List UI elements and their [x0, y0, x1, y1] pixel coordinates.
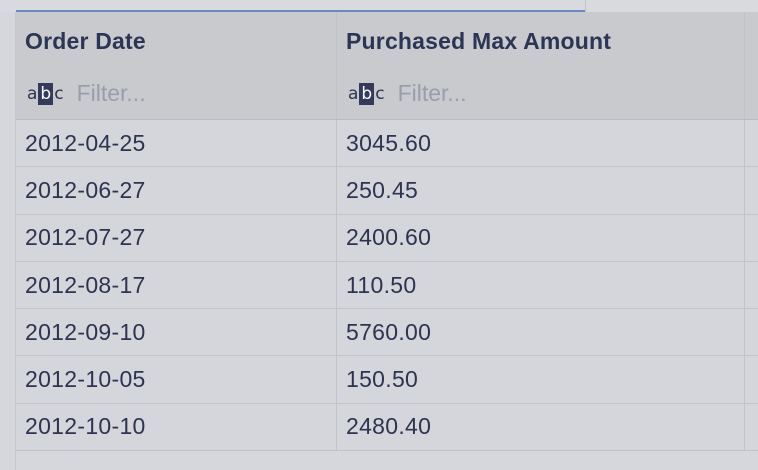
cell-amount[interactable]: 5760.00 — [337, 309, 745, 356]
cell-amount[interactable]: 150.50 — [337, 356, 745, 403]
table-row[interactable]: 2012-07-27 2400.60 — [16, 214, 758, 262]
cell-amount[interactable]: 2400.60 — [337, 214, 745, 261]
cell-amount[interactable]: 250.45 — [337, 167, 745, 214]
tab-divider — [585, 0, 586, 12]
column-header-spacer — [745, 12, 758, 68]
table-row[interactable]: 2012-09-10 5760.00 — [16, 309, 758, 357]
cell-spacer — [745, 120, 758, 166]
active-tab-indicator — [16, 10, 586, 12]
filter-input-purchased-max-amount[interactable] — [397, 77, 638, 110]
cell-order-date[interactable]: 2012-04-25 — [16, 120, 337, 167]
table-row[interactable]: 2012-10-05 150.50 — [16, 356, 758, 404]
cell-spacer — [745, 356, 758, 402]
row-gutter — [0, 12, 16, 470]
filter-row: abc abc — [16, 68, 758, 120]
cell-spacer — [745, 309, 758, 355]
column-header-purchased-max-amount[interactable]: Purchased Max Amount — [337, 12, 745, 68]
cell-spacer — [745, 215, 758, 261]
table-body: 2012-04-25 3045.60 2012-06-27 250.45 201… — [16, 120, 758, 452]
cell-amount[interactable]: 2480.40 — [337, 403, 745, 451]
filter-input-order-date[interactable] — [76, 77, 317, 110]
cell-order-date[interactable]: 2012-06-27 — [16, 167, 337, 214]
column-header-label: Purchased Max Amount — [346, 27, 612, 54]
cell-amount[interactable]: 110.50 — [337, 261, 745, 309]
column-header-order-date[interactable]: Order Date — [16, 12, 337, 68]
cell-order-date[interactable]: 2012-10-05 — [16, 356, 337, 403]
table-row[interactable]: 2012-10-10 2480.40 — [16, 403, 758, 452]
cell-spacer — [745, 167, 758, 213]
header-row: Order Date Purchased Max Amount — [16, 12, 758, 68]
tab-strip — [0, 0, 758, 12]
column-header-label: Order Date — [25, 27, 146, 54]
filter-spacer — [745, 68, 758, 119]
table-row[interactable]: 2012-08-17 110.50 — [16, 261, 758, 310]
cell-order-date[interactable]: 2012-07-27 — [16, 214, 337, 261]
cell-spacer — [745, 404, 758, 450]
cell-amount[interactable]: 3045.60 — [337, 120, 745, 167]
cell-spacer — [745, 262, 758, 308]
table-row[interactable]: 2012-04-25 3045.60 — [16, 120, 758, 168]
cell-order-date[interactable]: 2012-10-10 — [16, 403, 337, 451]
cell-order-date[interactable]: 2012-09-10 — [16, 309, 337, 356]
table-row[interactable]: 2012-06-27 250.45 — [16, 167, 758, 215]
data-grid: Order Date Purchased Max Amount abc abc … — [16, 12, 758, 452]
cell-order-date[interactable]: 2012-08-17 — [16, 261, 337, 309]
